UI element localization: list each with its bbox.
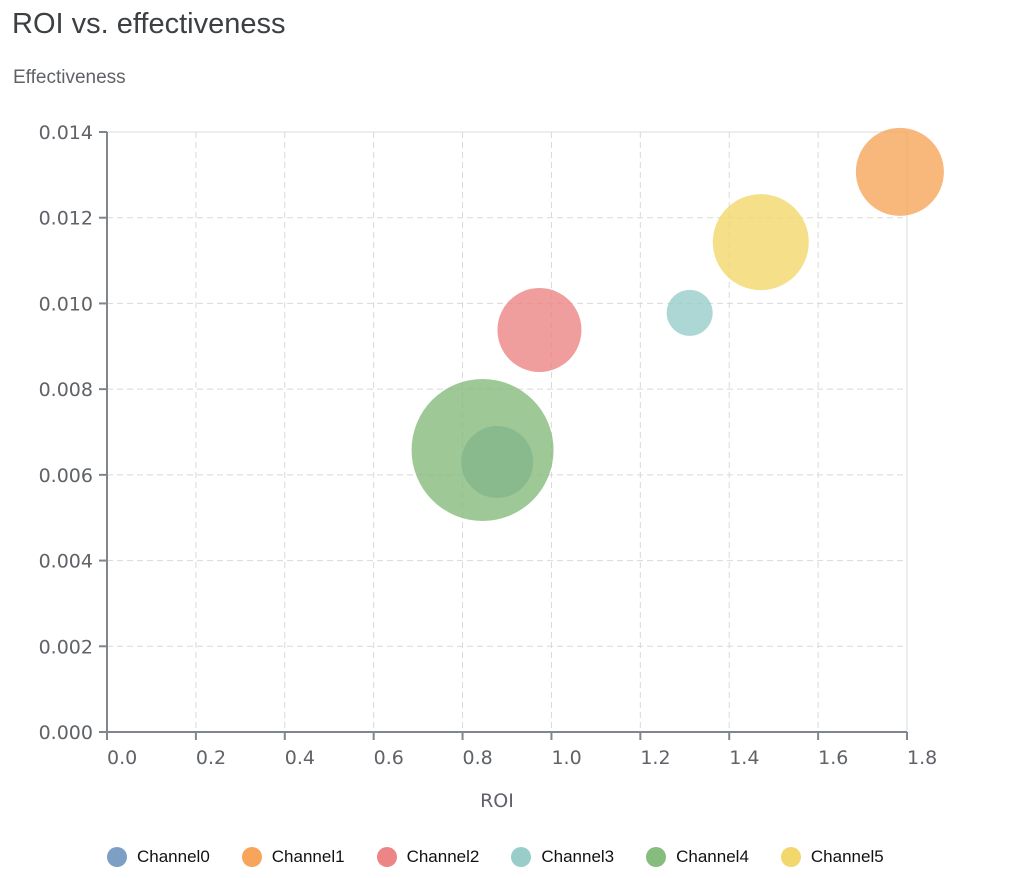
legend-swatch (241, 847, 262, 867)
x-tick-label: 0.2 (196, 747, 226, 769)
bubble-channel1 (855, 127, 944, 216)
legend-swatch (376, 847, 397, 867)
legend-label: Channel4 (676, 847, 749, 866)
y-tick-label: 0.004 (39, 551, 93, 573)
legend-label: Channel2 (406, 847, 480, 866)
legend-item[interactable]: Channel5 (780, 847, 884, 867)
legend-swatch (107, 847, 127, 867)
legend-item[interactable]: Channel1 (241, 847, 345, 867)
x-tick-label: 0.4 (285, 747, 315, 769)
x-tick-label: 1.6 (818, 747, 848, 769)
y-tick-label: 0.010 (39, 293, 93, 315)
y-axis-label: Effectiveness (13, 67, 126, 88)
x-tick-label: 1.0 (551, 747, 581, 769)
legend-item[interactable]: Channel2 (376, 847, 480, 867)
x-tick-label: 1.2 (640, 747, 670, 769)
legend-label: Channel0 (137, 847, 210, 866)
legend-item[interactable]: Channel0 (107, 847, 210, 867)
legend-label: Channel3 (541, 847, 615, 866)
y-tick-label: 0.008 (39, 379, 93, 401)
bubble-channel3 (666, 289, 713, 336)
y-tick-label: 0.014 (39, 122, 93, 144)
y-tick-label: 0.002 (39, 636, 93, 658)
bubble-channel2 (497, 288, 582, 372)
bubble-channel5 (712, 194, 809, 291)
legend-label: Channel5 (810, 847, 884, 866)
legend-item[interactable]: Channel4 (646, 847, 749, 867)
bubble-channel4 (411, 379, 554, 521)
x-tick-label: 0.0 (107, 747, 137, 769)
legend-swatch (511, 847, 532, 867)
chart-title: ROI vs. effectiveness (12, 8, 286, 40)
legend-swatch (780, 847, 801, 867)
y-tick-label: 0.012 (39, 208, 93, 230)
x-tick-label: 0.6 (374, 747, 404, 769)
x-tick-label: 1.4 (729, 747, 759, 769)
y-tick-label: 0.000 (39, 722, 93, 744)
x-tick-label: 0.8 (463, 747, 493, 769)
legend-item[interactable]: Channel3 (511, 847, 614, 867)
legend-label: Channel1 (271, 847, 345, 866)
x-tick-label: 1.8 (907, 747, 937, 769)
legend-swatch (646, 847, 667, 867)
x-axis-label: ROI (480, 790, 514, 812)
legend: Channel0 Channel1 Channel2 Channel3 Channel4… (107, 847, 916, 867)
y-tick-label: 0.006 (39, 465, 93, 487)
